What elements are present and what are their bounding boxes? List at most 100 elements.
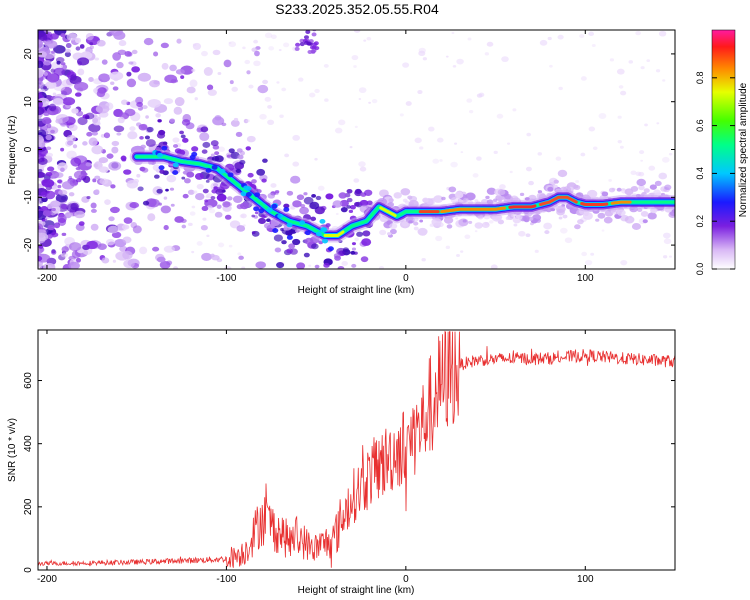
heatmap-noise-blob [590, 252, 595, 256]
heatmap-noise-blob [450, 161, 458, 168]
heatmap-ridge-blob [286, 235, 293, 240]
heatmap-noise-blob [311, 30, 317, 32]
heatmap-noise-blob [38, 91, 43, 97]
heatmap-ridge-halo [266, 218, 271, 222]
heatmap-noise-blob [74, 210, 85, 219]
heatmap-ridge-halo [505, 216, 511, 220]
heatmap-ridge-blob [172, 170, 179, 175]
snr-y-tick-label: 600 [23, 372, 34, 389]
heatmap-noise-blob [267, 119, 275, 125]
heatmap-noise-blob [242, 46, 246, 50]
heatmap-noise-blob [88, 137, 98, 146]
colorbar-tick-label: 0.8 [695, 72, 705, 85]
heatmap-noise-blob [133, 178, 139, 184]
heatmap-noise-blob [314, 88, 320, 94]
heatmap-noise-blob [108, 161, 122, 171]
heatmap-noise-blob [98, 166, 109, 173]
heatmap-noise-blob [101, 257, 110, 264]
heatmap-noise-blob [70, 157, 82, 167]
heatmap-ridge-halo [245, 146, 251, 151]
heatmap-ridge-blob [319, 219, 326, 224]
heatmap-noise-blob [278, 48, 282, 52]
heatmap-noise-blob [38, 264, 43, 269]
heatmap-ridge-halo [276, 261, 285, 269]
heatmap-noise-blob [56, 179, 63, 184]
heatmap-noise-blob [181, 224, 187, 229]
heatmap-noise-blob [38, 68, 44, 74]
heatmap-noise-blob [92, 178, 97, 183]
snr-x-label: Height of straight line (km) [298, 585, 415, 596]
heatmap-ridge-halo [160, 205, 171, 214]
heatmap-ridge-halo [544, 230, 550, 235]
heatmap-ridge-halo [201, 149, 208, 154]
snr-y-axis: 0 200 400 600 [23, 372, 675, 573]
heatmap-noise-blob [47, 166, 55, 172]
heatmap-ridge-halo [558, 216, 563, 220]
heatmap-ridge-halo [495, 194, 503, 201]
heatmap-noise-blob [203, 67, 213, 76]
heatmap-noise-blob [108, 216, 115, 222]
heatmap-noise-blob [112, 86, 119, 91]
heatmap-noise-blob [41, 116, 52, 125]
heatmap-noise-blob [118, 40, 127, 47]
heatmap-noise-blob [279, 114, 284, 118]
heatmap-noise-blob [110, 184, 116, 189]
heatmap-ridge-blob [277, 213, 284, 219]
heatmap-ridge-halo [210, 153, 215, 157]
heatmap-ridge-halo [283, 203, 290, 209]
heatmap-noise-blob [309, 92, 316, 98]
heatmap-noise-blob [313, 41, 319, 46]
heatmap-x-tick-label: -200 [37, 273, 57, 284]
heatmap-noise-blob [75, 257, 81, 263]
heatmap-noise-blob [464, 234, 471, 239]
heatmap-noise-blob [163, 225, 169, 231]
heatmap-noise-blob [237, 252, 242, 256]
heatmap-noise-blob [193, 190, 198, 194]
heatmap-ridge-halo [334, 276, 341, 282]
heatmap-noise-blob [486, 41, 494, 47]
heatmap-noise-blob [111, 146, 119, 154]
heatmap-ridge-halo [169, 118, 176, 123]
heatmap-noise-blob [98, 73, 111, 83]
heatmap-noise-blob [38, 255, 43, 262]
heatmap-noise-blob [57, 162, 68, 172]
heatmap-ridge-halo [362, 230, 371, 237]
colorbar-label: Normalized spectral amplitude [738, 82, 749, 217]
heatmap-noise-blob [488, 220, 494, 224]
heatmap-ridge [129, 145, 675, 252]
heatmap-ridge-halo [553, 179, 559, 184]
heatmap-ridge-halo [214, 115, 222, 121]
heatmap-noise-blob [640, 66, 645, 70]
heatmap-noise-blob [124, 108, 136, 117]
heatmap-noise-blob [324, 98, 329, 102]
heatmap-ridge-blob [156, 152, 163, 158]
heatmap-noise-blob [421, 257, 426, 262]
heatmap-x-tick-label: 100 [577, 273, 594, 284]
heatmap-ridge-halo [204, 199, 209, 203]
heatmap-ridge-halo [401, 221, 409, 227]
heatmap-noise-blob [69, 242, 82, 252]
heatmap-noise-blob [113, 125, 125, 133]
heatmap-ridge-halo [261, 178, 267, 183]
heatmap-noise-blob [92, 117, 99, 124]
heatmap-noise-blob [174, 97, 185, 107]
heatmap-ridge-halo [616, 187, 622, 192]
heatmap-ridge-halo [562, 214, 568, 219]
heatmap-noise-blob [335, 212, 339, 215]
heatmap-ridge-halo [309, 201, 320, 210]
heatmap-ridge-halo [484, 221, 490, 226]
heatmap-noise-blob [668, 255, 672, 258]
heatmap-ridge-halo [337, 265, 345, 269]
heatmap-noise-blob [160, 42, 169, 49]
heatmap-ridge-halo [157, 119, 162, 123]
heatmap-ridge-halo [179, 130, 185, 135]
heatmap-ridge-halo [638, 185, 645, 191]
heatmap-noise-blob [161, 62, 169, 70]
heatmap-noise-blob [187, 189, 195, 195]
colorbar-tick-label: 0.0 [695, 263, 705, 276]
heatmap-noise-blob [268, 46, 275, 51]
heatmap-ridge-halo [300, 203, 306, 208]
heatmap-noise-blob [64, 51, 71, 58]
heatmap-noise-blob [77, 116, 88, 126]
heatmap-ridge-halo [486, 187, 497, 195]
